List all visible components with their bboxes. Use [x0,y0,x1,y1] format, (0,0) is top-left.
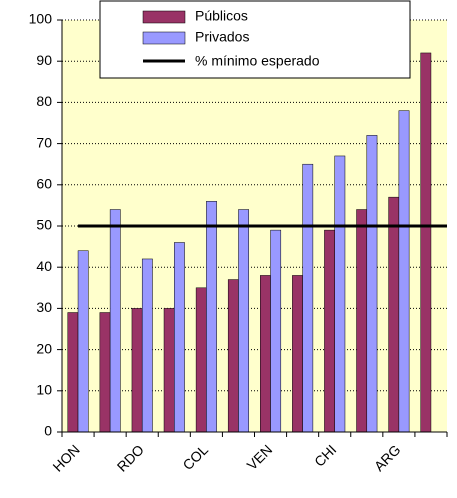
legend-swatch [142,31,186,45]
bar [334,155,346,433]
bar [99,312,111,433]
x-tick-label: RDO [114,441,147,474]
bar [356,209,368,433]
y-tick-label: 40 [36,258,52,274]
bar [67,312,79,433]
bar [420,52,432,433]
y-tick-label: 90 [36,52,52,68]
y-tick-label: 100 [29,11,53,27]
y-tick-label: 50 [36,217,52,233]
bar [388,196,400,433]
legend-swatch [142,10,186,24]
bar [260,275,271,433]
bar [206,201,217,433]
bar [238,209,249,433]
bar [163,308,175,433]
bar [270,229,282,433]
bar [227,279,239,433]
y-tick-label: 20 [36,340,52,356]
bar [109,209,121,433]
x-tick-label: ARG [371,441,404,474]
legend-label: Privados [195,29,249,45]
bar [195,287,207,433]
bar [77,250,89,433]
bar [398,110,410,433]
y-tick-label: 30 [36,299,52,315]
bar [292,275,303,433]
x-tick-label: VEN [244,441,276,473]
bar [174,242,185,433]
legend-label: % mínimo esperado [195,53,320,69]
x-tick-label: COL [179,441,211,473]
bar [324,229,335,433]
y-tick-label: 0 [44,423,52,439]
legend-label: Públicos [195,8,248,24]
y-tick-label: 10 [36,382,52,398]
bar [131,308,143,433]
x-tick-label: HON [49,441,82,474]
bar [302,163,314,433]
y-tick-label: 60 [36,176,52,192]
y-tick-label: 70 [36,134,52,150]
bar [141,258,153,433]
x-tick-label: CHI [311,441,339,469]
y-tick-label: 80 [36,93,52,109]
bar [366,135,378,433]
